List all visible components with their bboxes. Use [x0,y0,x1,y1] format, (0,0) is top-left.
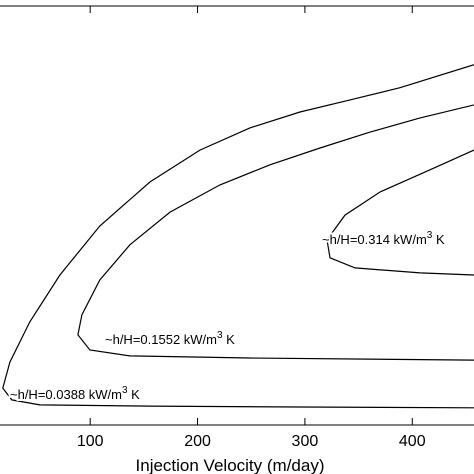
x-axis-label: Injection Velocity (m/day) [136,456,325,474]
x-tick-label: 300 [292,433,319,450]
contour-label-text: ~h/H=0.314 kW/m [322,232,427,247]
contour-label-text: ~h/H=0.1552 kW/m [105,332,217,347]
x-tick-label: 200 [184,433,211,450]
contour-line [2,64,474,409]
contour-label-after: K [223,332,236,347]
contour-label-after: K [128,387,141,402]
contour-label-after: K [432,232,445,247]
contour-label: ~h/H=0.314 kW/m3 K [322,230,445,247]
contour-label: ~h/H=0.1552 kW/m3 K [105,330,235,347]
x-tick-label: 400 [399,433,426,450]
contour-label-sup: 3 [217,330,223,341]
x-tick-label: 100 [77,433,104,450]
contour-label: ~h/H=0.0388 kW/m3 K [10,385,140,402]
contour-label-sup: 3 [427,230,433,241]
contour-line [326,149,474,276]
contour-label-text: ~h/H=0.0388 kW/m [10,387,122,402]
contour-label-sup: 3 [122,385,128,396]
contour-line [77,104,474,361]
